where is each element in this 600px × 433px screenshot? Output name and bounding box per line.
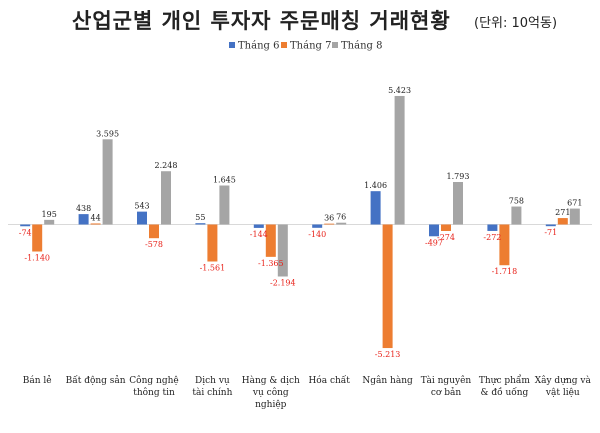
category-label: Hàng & dịch <box>242 375 300 386</box>
bar <box>253 224 264 228</box>
data-label: -274 <box>437 233 455 242</box>
legend-swatch <box>332 42 338 48</box>
category-label: vụ công <box>252 387 289 398</box>
bar <box>511 206 522 225</box>
bar <box>78 214 89 225</box>
data-label: -2.194 <box>270 278 296 287</box>
category-label: & đồ uống <box>480 387 528 398</box>
bar <box>569 208 580 225</box>
bar <box>429 224 439 237</box>
data-label: -140 <box>308 230 326 239</box>
bar <box>370 191 381 225</box>
bar <box>277 224 288 277</box>
data-label: -144 <box>250 230 268 239</box>
bar <box>219 185 230 225</box>
bars-layer <box>8 95 592 349</box>
bar <box>265 224 276 257</box>
bar <box>102 139 113 225</box>
bar <box>312 224 323 228</box>
legend-label: Tháng 6 <box>238 41 279 52</box>
category-label: Xây dựng và <box>535 375 592 386</box>
data-label: -5.213 <box>375 350 401 359</box>
data-label: 758 <box>509 197 524 206</box>
category-label: thông tin <box>133 387 175 398</box>
bar <box>137 211 147 225</box>
bar <box>149 224 159 239</box>
bar <box>441 224 451 231</box>
data-label: 76 <box>336 213 346 222</box>
legend-label: Tháng 7 <box>290 41 331 52</box>
data-label: -74 <box>19 228 32 237</box>
category-label: Bán lẻ <box>23 375 52 386</box>
bar <box>499 224 510 266</box>
data-label: -71 <box>544 228 557 237</box>
data-label: 2.248 <box>155 161 178 170</box>
bar <box>324 223 335 225</box>
category-label: tài chính <box>192 387 232 398</box>
data-label: -578 <box>145 240 163 249</box>
data-label: 1.645 <box>213 176 236 185</box>
data-label: 543 <box>134 202 149 211</box>
category-label: Hóa chất <box>308 375 350 386</box>
legend-swatch <box>281 42 287 48</box>
data-label: 195 <box>42 210 57 219</box>
category-label: Công nghệ <box>129 375 178 386</box>
data-label: 1.793 <box>447 172 470 181</box>
category-label: nghiệp <box>255 399 287 410</box>
bar <box>394 95 405 225</box>
bar <box>90 223 101 225</box>
category-label: Dịch vụ <box>195 376 230 386</box>
bar <box>161 171 171 225</box>
chart-subtitle: (단위: 10억동) <box>474 16 557 31</box>
bar <box>382 224 393 349</box>
bar <box>545 224 556 227</box>
data-label: 5.423 <box>388 86 411 95</box>
data-label: 271 <box>555 208 570 217</box>
bar <box>487 224 498 231</box>
data-label: 671 <box>567 199 582 208</box>
legend-swatch <box>229 42 235 48</box>
data-label: 55 <box>195 213 205 222</box>
category-label: Ngân hàng <box>362 375 413 386</box>
category-label: Tài nguyên <box>421 375 472 386</box>
data-label: -497 <box>425 238 443 247</box>
category-label: cơ bản <box>431 387 461 398</box>
data-label: 44 <box>91 213 101 222</box>
chart-title: 산업군별 개인 투자자 주문매칭 거래현황 <box>72 9 451 33</box>
bar <box>32 224 43 252</box>
legend-label: Tháng 8 <box>341 41 382 52</box>
data-label: -1.561 <box>200 263 226 272</box>
data-label: 3.595 <box>96 129 119 138</box>
data-label: -272 <box>483 233 501 242</box>
bar <box>336 222 347 225</box>
data-label: -1.365 <box>258 259 284 268</box>
bar <box>20 224 31 227</box>
category-label: vật liệu <box>545 387 580 398</box>
bar <box>453 182 463 225</box>
category-label: Thực phẩm <box>479 374 531 386</box>
category-label: Bất động sản <box>66 375 126 386</box>
data-label: 36 <box>324 214 334 223</box>
bar <box>207 224 218 262</box>
data-label: 438 <box>76 204 91 213</box>
data-label: -1.718 <box>492 267 518 276</box>
legend: Tháng 6 Tháng 7 Tháng 8 <box>229 41 382 52</box>
bar <box>557 218 568 225</box>
bar <box>44 219 55 225</box>
data-label: 1.406 <box>364 181 387 190</box>
data-label: -1.140 <box>24 254 50 263</box>
bar <box>195 223 206 225</box>
